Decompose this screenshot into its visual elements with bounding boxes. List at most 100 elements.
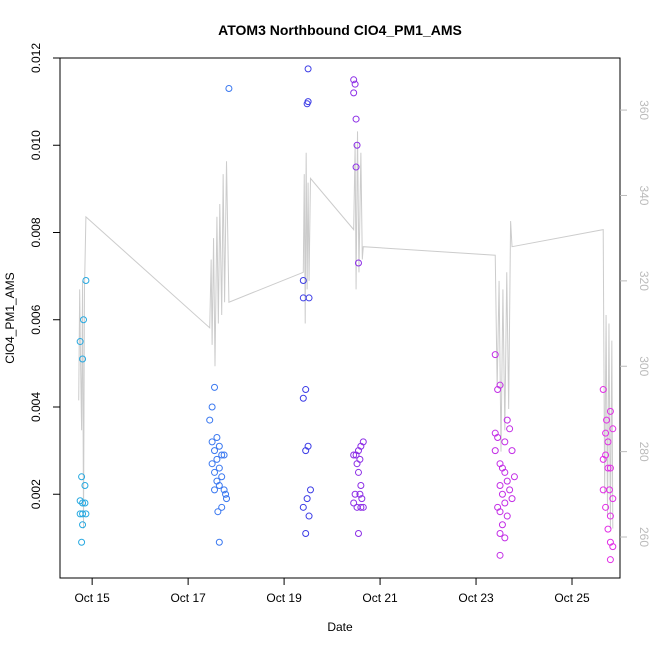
x-tick-label: Oct 15 (74, 591, 110, 605)
point (211, 486, 219, 494)
point (496, 508, 504, 516)
point (602, 429, 610, 437)
point (215, 464, 223, 472)
point (350, 76, 358, 84)
point (81, 499, 89, 507)
y-tick-label: 0.010 (29, 130, 43, 160)
x-axis-label: Date (327, 620, 353, 634)
point (510, 473, 518, 481)
point (506, 425, 514, 433)
point (491, 351, 499, 359)
point (501, 438, 509, 446)
point (501, 468, 509, 476)
point (498, 490, 506, 498)
point (351, 80, 359, 88)
point (604, 525, 612, 533)
point (354, 530, 362, 538)
point (79, 355, 87, 363)
point (496, 482, 504, 490)
point (211, 383, 219, 391)
point (76, 338, 84, 346)
point (603, 416, 611, 424)
y2-tick-label: 260 (637, 527, 650, 547)
point (358, 495, 366, 503)
x-tick-label: Oct 19 (266, 591, 302, 605)
y2-tick-label: 300 (637, 356, 650, 376)
point (357, 503, 365, 511)
point (354, 259, 362, 267)
point (606, 407, 614, 415)
point (599, 455, 607, 463)
point (491, 447, 499, 455)
point (609, 425, 617, 433)
point (208, 438, 216, 446)
point (606, 464, 614, 472)
point (350, 89, 358, 97)
point (351, 490, 359, 498)
point (353, 460, 361, 468)
point (303, 495, 311, 503)
y2-tick-label: 340 (637, 185, 650, 205)
y-tick-label: 0.002 (29, 479, 43, 509)
point (79, 510, 87, 518)
point (303, 100, 311, 108)
y-tick-label: 0.006 (29, 304, 43, 334)
point (609, 495, 617, 503)
x-tick-label: Oct 17 (170, 591, 206, 605)
y-tick-label: 0.012 (29, 43, 43, 73)
point (299, 394, 307, 402)
point (352, 451, 360, 459)
line-series (78, 131, 614, 529)
point (350, 451, 358, 459)
point (604, 438, 612, 446)
point (352, 115, 360, 123)
point (496, 551, 504, 559)
point (350, 499, 358, 507)
point (302, 530, 310, 538)
x-tick-label: Oct 25 (554, 591, 590, 605)
point (299, 503, 307, 511)
point (604, 464, 612, 472)
point (609, 543, 617, 551)
point (503, 416, 511, 424)
y-axis-label: ClO4_PM1_AMS (3, 272, 17, 363)
point (302, 386, 310, 394)
point (602, 503, 610, 511)
point (82, 510, 90, 518)
y2-tick-label: 320 (637, 271, 650, 291)
point (208, 460, 216, 468)
point (82, 276, 90, 284)
point (80, 316, 88, 324)
point (78, 538, 86, 546)
y-tick-label: 0.004 (29, 392, 43, 422)
point (503, 512, 511, 520)
point (220, 451, 228, 459)
point (302, 447, 310, 455)
point (599, 386, 607, 394)
y2-tick-label: 360 (637, 100, 650, 120)
x-tick-label: Oct 21 (362, 591, 398, 605)
point (357, 482, 365, 490)
point (305, 512, 313, 520)
y-tick-label: 0.008 (29, 217, 43, 247)
point (501, 499, 509, 507)
point (508, 447, 516, 455)
point (305, 294, 313, 302)
point (215, 538, 223, 546)
point (503, 477, 511, 485)
point (498, 521, 506, 529)
point (494, 386, 502, 394)
point (606, 512, 614, 520)
point (306, 486, 314, 494)
point (213, 434, 221, 442)
point (353, 141, 361, 149)
point (220, 486, 228, 494)
point (494, 434, 502, 442)
point (78, 473, 86, 481)
point (223, 495, 231, 503)
point (222, 490, 230, 498)
point (213, 455, 221, 463)
point (215, 442, 223, 450)
